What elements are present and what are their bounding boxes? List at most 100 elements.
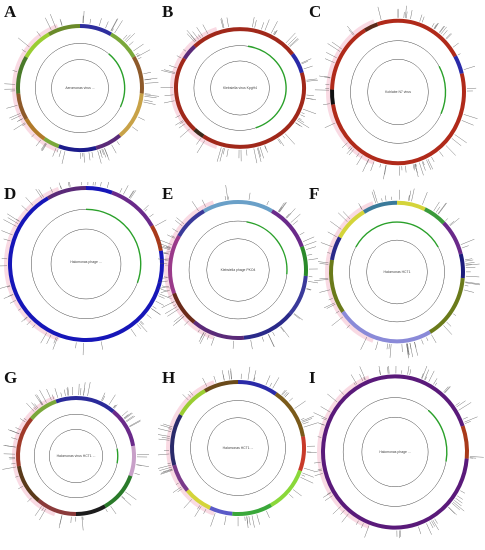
gene-tick bbox=[419, 162, 424, 176]
gene-tick bbox=[422, 161, 425, 166]
gene-tick bbox=[253, 370, 257, 381]
gene-tick bbox=[50, 14, 56, 28]
gene-tick bbox=[31, 134, 35, 138]
gene-tick bbox=[160, 424, 172, 429]
gene-tick bbox=[289, 38, 299, 47]
gene-tick bbox=[295, 122, 301, 127]
gene-tick bbox=[11, 115, 22, 121]
gene-tick bbox=[121, 496, 132, 506]
gc-ring bbox=[190, 400, 286, 496]
gene-tick bbox=[281, 390, 286, 395]
gene-tick bbox=[433, 378, 438, 385]
gene-tick bbox=[264, 145, 268, 153]
gene-tick bbox=[285, 213, 290, 218]
highlight-halo bbox=[317, 375, 371, 529]
gene-tick bbox=[130, 190, 137, 199]
gene-tick bbox=[285, 32, 296, 44]
gene-tick bbox=[21, 316, 28, 323]
gene-tick bbox=[348, 149, 355, 156]
genome-segment bbox=[321, 374, 469, 530]
gene-tick bbox=[324, 495, 333, 501]
genome-segment bbox=[75, 504, 106, 516]
gene-tick bbox=[409, 342, 412, 350]
gene-tick bbox=[446, 322, 452, 327]
gene-tick bbox=[449, 217, 460, 226]
genome-name: Halomonas HCT1 bbox=[383, 270, 411, 274]
gene-tick bbox=[202, 377, 208, 387]
gene-tick bbox=[201, 199, 206, 207]
gene-tick bbox=[160, 469, 173, 474]
gene-tick bbox=[434, 518, 438, 524]
genome-segment bbox=[290, 53, 304, 74]
gene-tick bbox=[350, 374, 358, 385]
gene-tick bbox=[110, 18, 118, 31]
gene-tick bbox=[39, 508, 46, 521]
gene-tick bbox=[114, 404, 118, 409]
genome-segment bbox=[338, 210, 366, 239]
gene-tick bbox=[158, 280, 168, 283]
gene-tick bbox=[303, 65, 313, 70]
gene-tick bbox=[407, 343, 410, 356]
gene-tick bbox=[444, 386, 450, 393]
genome-map-b bbox=[160, 17, 318, 164]
gene-tick bbox=[353, 382, 356, 386]
gene-tick bbox=[21, 205, 28, 211]
gene-tick bbox=[7, 213, 20, 222]
gene-tick bbox=[144, 78, 152, 81]
gene-tick bbox=[306, 451, 317, 453]
gene-tick bbox=[320, 242, 333, 247]
gene-tick bbox=[99, 149, 103, 158]
gene-tick bbox=[301, 415, 314, 422]
gene-tick bbox=[143, 205, 149, 211]
gene-tick bbox=[35, 139, 41, 147]
inner-ring bbox=[207, 417, 269, 479]
gene-tick bbox=[280, 326, 290, 338]
gene-arc bbox=[108, 53, 126, 108]
gene-tick bbox=[321, 417, 327, 421]
gene-tick bbox=[258, 147, 262, 157]
gene-tick bbox=[445, 33, 451, 39]
gene-tick bbox=[295, 122, 303, 128]
gene-tick bbox=[294, 313, 303, 321]
gene-arc bbox=[355, 221, 439, 248]
gene-tick bbox=[53, 337, 57, 344]
gene-tick bbox=[119, 188, 123, 193]
genome-segment bbox=[170, 414, 183, 466]
gene-tick bbox=[286, 208, 296, 219]
genome-segment bbox=[330, 236, 342, 261]
genome-segment bbox=[362, 200, 398, 214]
gene-tick bbox=[292, 220, 298, 225]
gene-tick bbox=[261, 336, 264, 342]
panel-i: I Halomonas phage ... bbox=[305, 366, 484, 548]
gene-tick bbox=[124, 34, 131, 41]
gene-tick bbox=[94, 182, 96, 186]
gene-tick bbox=[419, 14, 423, 22]
gene-tick bbox=[386, 343, 388, 350]
gene-tick bbox=[167, 462, 171, 464]
gene-tick bbox=[125, 415, 134, 422]
gene-tick bbox=[286, 213, 292, 219]
genome-segment bbox=[111, 410, 136, 447]
gene-tick bbox=[406, 11, 408, 19]
gene-tick bbox=[162, 252, 169, 255]
panel-letter: I bbox=[309, 368, 316, 387]
gene-tick bbox=[158, 258, 168, 261]
gene-tick bbox=[22, 123, 26, 127]
gene-tick bbox=[155, 219, 167, 227]
gene-tick bbox=[160, 289, 170, 293]
gene-arc bbox=[85, 208, 142, 283]
gene-tick bbox=[183, 49, 187, 52]
gene-tick bbox=[358, 203, 363, 210]
gene-tick bbox=[426, 523, 432, 535]
gene-tick bbox=[274, 30, 278, 36]
gene-tick bbox=[26, 402, 35, 412]
gene-tick bbox=[59, 515, 63, 525]
gene-tick bbox=[87, 382, 91, 397]
gene-tick bbox=[158, 434, 170, 437]
gene-tick bbox=[465, 281, 480, 285]
gene-tick bbox=[278, 207, 282, 212]
genome-segment bbox=[24, 32, 51, 59]
genome-segment bbox=[185, 489, 212, 510]
gene-tick bbox=[425, 376, 427, 381]
gene-tick bbox=[1, 230, 13, 236]
